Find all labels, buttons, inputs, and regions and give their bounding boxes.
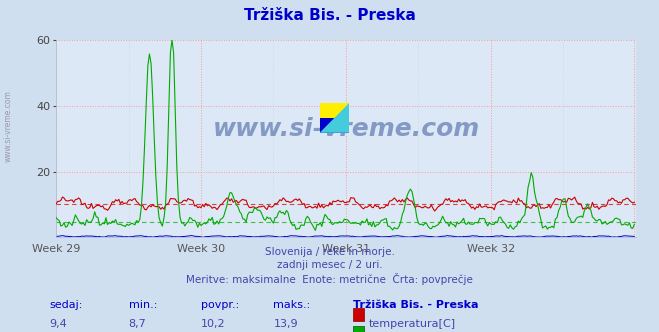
Text: Week 30: Week 30 (177, 244, 225, 254)
Polygon shape (320, 118, 349, 133)
Text: Week 29: Week 29 (32, 244, 80, 254)
Text: Meritve: maksimalne  Enote: metrične  Črta: povprečje: Meritve: maksimalne Enote: metrične Črta… (186, 273, 473, 285)
Text: Tržiška Bis. - Preska: Tržiška Bis. - Preska (244, 8, 415, 23)
Text: min.:: min.: (129, 300, 157, 310)
Text: sedaj:: sedaj: (49, 300, 83, 310)
Text: povpr.:: povpr.: (201, 300, 239, 310)
Text: 9,4: 9,4 (49, 319, 67, 329)
Text: 10,2: 10,2 (201, 319, 225, 329)
Text: 13,9: 13,9 (273, 319, 298, 329)
Text: www.si-vreme.com: www.si-vreme.com (212, 117, 480, 141)
Text: www.si-vreme.com: www.si-vreme.com (3, 90, 13, 162)
Polygon shape (320, 103, 349, 118)
Text: Tržiška Bis. - Preska: Tržiška Bis. - Preska (353, 300, 478, 310)
Text: temperatura[C]: temperatura[C] (369, 319, 456, 329)
Text: 8,7: 8,7 (129, 319, 146, 329)
Text: maks.:: maks.: (273, 300, 311, 310)
Text: zadnji mesec / 2 uri.: zadnji mesec / 2 uri. (277, 260, 382, 270)
Text: Slovenija / reke in morje.: Slovenija / reke in morje. (264, 247, 395, 257)
Polygon shape (320, 103, 349, 133)
Text: Week 31: Week 31 (322, 244, 370, 254)
Text: Week 32: Week 32 (467, 244, 515, 254)
